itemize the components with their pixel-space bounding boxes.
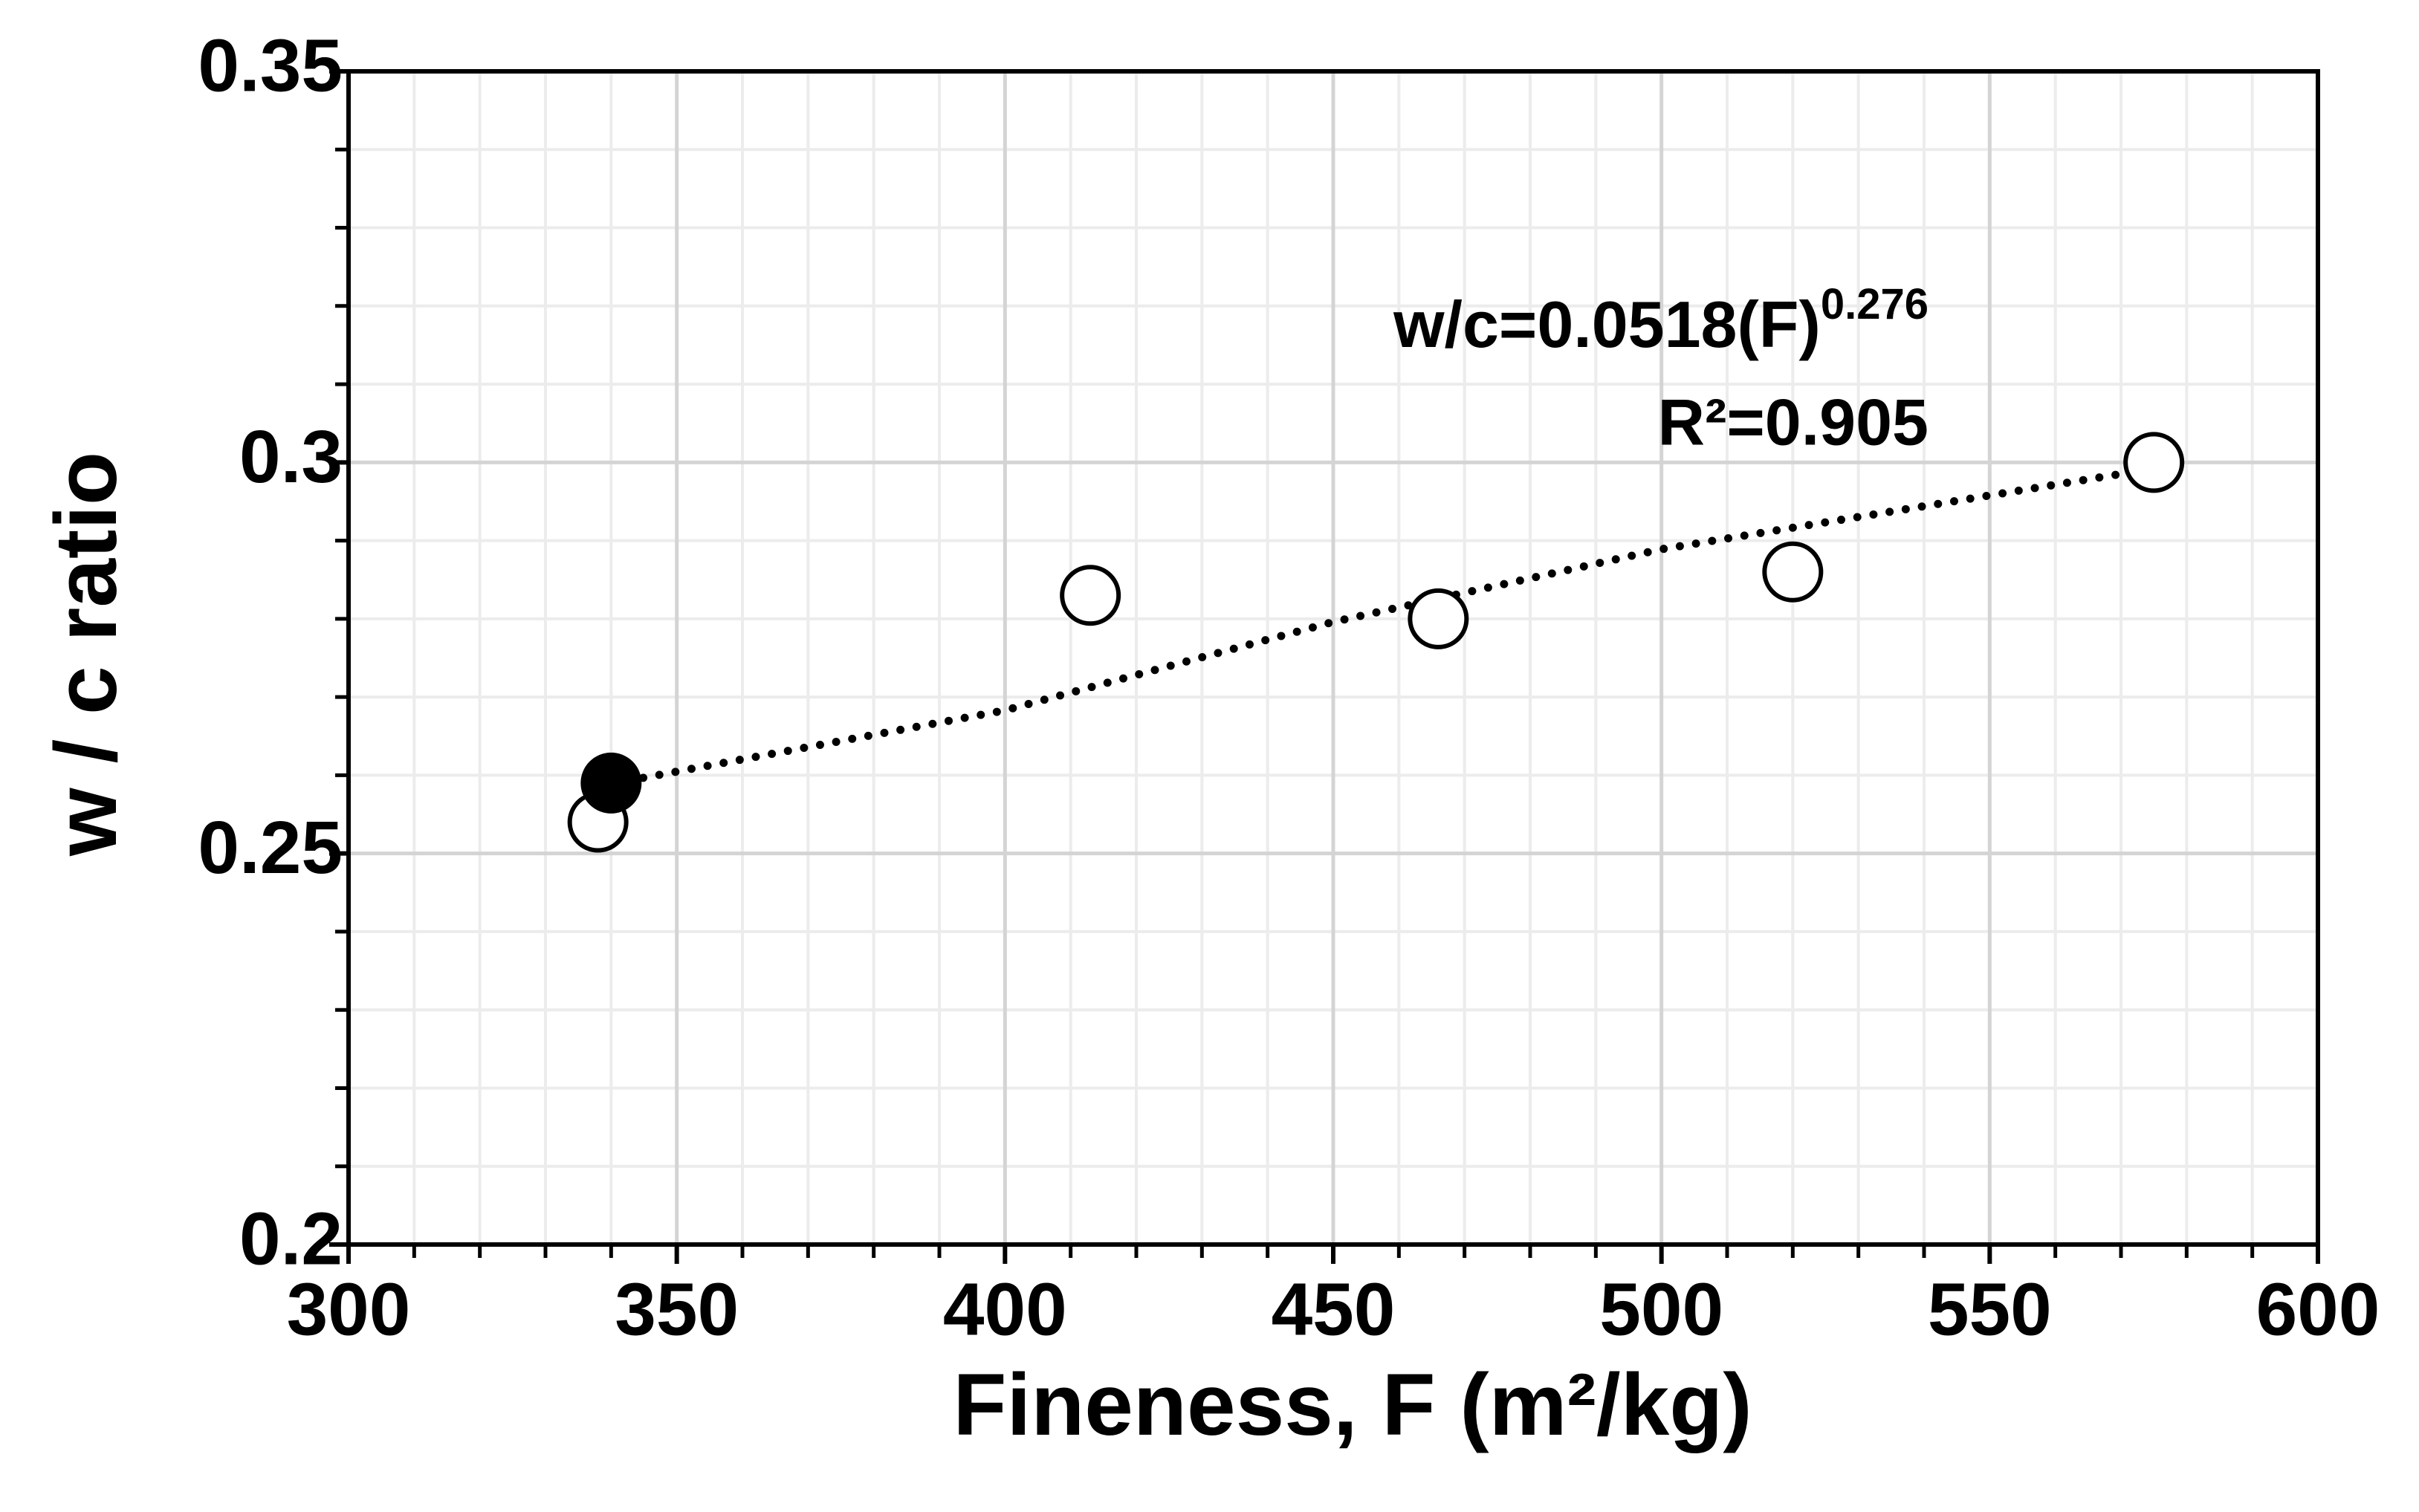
- x-tick-label: 350: [615, 1268, 739, 1351]
- fit-line: [606, 467, 2139, 788]
- marks: [567, 432, 2185, 853]
- equation: w/c=0.0518(F)0.276: [1393, 280, 1929, 361]
- data-point: [2123, 432, 2185, 493]
- r-squared: R²=0.905: [1658, 385, 1929, 458]
- x-tick-label: 550: [1928, 1268, 2052, 1351]
- y-axis-label: w / c ratio: [37, 452, 135, 857]
- x-axis-label: Fineness, F (m²/kg): [953, 1356, 1752, 1454]
- x-tick-label: 300: [287, 1268, 411, 1351]
- grid: 300 350 400 450 500 550 600 0.2 0.25 0.3 0.35: [198, 24, 2380, 1351]
- equation-exponent: 0.276: [1821, 280, 1929, 328]
- data-point: [1408, 588, 1469, 649]
- y-tick-label: 0.35: [198, 24, 343, 107]
- data-point: [1060, 565, 1121, 626]
- x-tick-label: 450: [1272, 1268, 1396, 1351]
- y-tick-label: 0.25: [198, 806, 343, 889]
- x-tick-label: 600: [2256, 1268, 2380, 1351]
- y-tick-label: 0.2: [239, 1197, 343, 1280]
- y-tick-label: 0.3: [239, 415, 343, 499]
- data-point: [1762, 541, 1824, 603]
- data-point: [580, 752, 642, 814]
- equation-text: w/c=0.0518(F): [1393, 288, 1821, 361]
- x-tick-label: 400: [943, 1268, 1067, 1351]
- x-tick-label: 500: [1599, 1268, 1723, 1351]
